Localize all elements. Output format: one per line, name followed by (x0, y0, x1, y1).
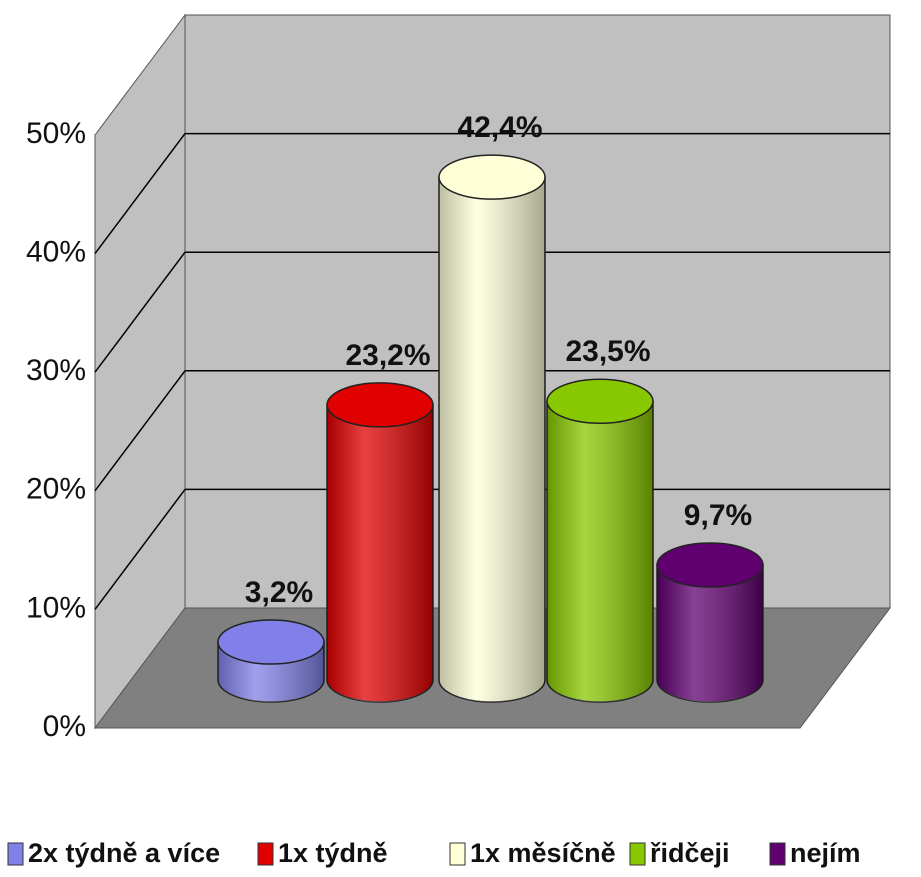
legend-swatch (769, 842, 786, 866)
grid-line (94, 251, 186, 373)
legend-label: 2x týdně a více (28, 838, 220, 868)
legend-swatch (7, 842, 24, 866)
y-tick-label: 10% (26, 591, 86, 624)
cylinder-shade (439, 177, 545, 703)
grid-line (94, 370, 186, 492)
cylinder-top (656, 542, 764, 588)
cylinder-top (546, 378, 654, 425)
legend-label: řidčeji (650, 838, 730, 868)
cylinder-top (217, 619, 325, 665)
y-tick-label: 0% (43, 710, 86, 743)
legend-swatch (257, 842, 274, 866)
side-wall (94, 13, 186, 730)
value-label: 23,2% (345, 339, 430, 372)
legend-label: nejím (790, 838, 861, 868)
grid-line (94, 133, 186, 255)
value-label: 9,7% (684, 499, 752, 532)
y-tick-label: 20% (26, 473, 86, 506)
y-tick-label: 50% (26, 117, 86, 150)
legend-swatch (629, 842, 646, 866)
cylinder-shade (657, 564, 763, 702)
grid-line (94, 488, 186, 610)
value-label: 42,4% (457, 111, 542, 144)
legend-label: 1x týdně (278, 838, 388, 868)
cylinder-shade (327, 404, 433, 702)
value-label: 23,5% (565, 335, 650, 368)
y-tick-label: 40% (26, 236, 86, 269)
cylinder-top (438, 154, 546, 200)
cylinder-shade (547, 401, 653, 702)
cylinder-top (326, 382, 434, 428)
value-label: 3,2% (245, 576, 313, 609)
y-tick-label: 30% (26, 354, 86, 387)
legend-label: 1x měsíčně (470, 838, 616, 868)
legend-swatch (449, 842, 466, 866)
